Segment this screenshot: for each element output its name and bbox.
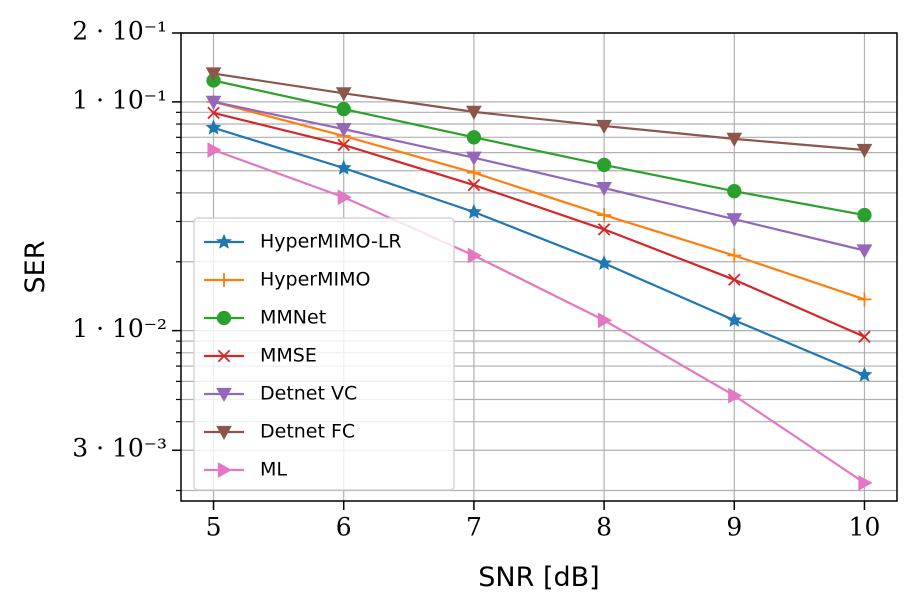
x-axis-label: SNR [dB]	[478, 562, 599, 593]
legend-marker	[217, 273, 231, 287]
legend-marker	[217, 462, 233, 478]
x-tick-label: 10	[849, 513, 881, 542]
marker	[466, 130, 482, 145]
marker	[466, 165, 481, 180]
legend-marker	[217, 349, 231, 363]
legend-marker	[216, 310, 232, 326]
marker	[728, 387, 743, 404]
marker	[597, 312, 613, 329]
series-line	[213, 126, 865, 376]
marker	[205, 119, 222, 135]
x-tick-label: 8	[596, 513, 612, 542]
marker	[337, 189, 352, 206]
x-tick-label: 5	[206, 513, 222, 542]
x-tick-label: 7	[466, 513, 482, 542]
series-line	[213, 79, 865, 217]
marker	[335, 123, 352, 138]
marker	[467, 178, 481, 192]
marker	[596, 181, 612, 197]
marker	[207, 106, 220, 120]
series-line	[213, 111, 865, 338]
marker	[467, 247, 482, 264]
series-line	[213, 148, 866, 484]
legend-marker	[216, 387, 232, 403]
marker	[596, 254, 612, 270]
marker	[856, 143, 873, 159]
legend-label: ML	[260, 459, 287, 481]
y-tick-label: 1 · 10⁻²	[72, 314, 167, 343]
marker	[858, 330, 871, 344]
legend-marker	[216, 425, 232, 441]
legend-marker	[216, 233, 232, 249]
legend-label: MMNet	[260, 307, 326, 329]
marker	[727, 248, 742, 263]
marker	[856, 244, 873, 259]
marker	[205, 67, 222, 82]
legend-box	[193, 217, 455, 491]
x-tick-label: 9	[726, 513, 742, 542]
marker	[205, 95, 222, 110]
y-tick-label: 1 · 10⁻¹	[72, 85, 167, 114]
y-axis-label: SER	[20, 241, 51, 294]
series-line	[213, 100, 865, 301]
marker	[728, 273, 741, 286]
marker	[726, 311, 743, 327]
marker	[466, 105, 482, 120]
plot-frame	[180, 32, 898, 502]
legend-label: Detnet FC	[260, 421, 355, 443]
series-line	[213, 100, 865, 252]
marker	[596, 119, 612, 134]
marker	[597, 223, 611, 236]
marker	[856, 366, 873, 382]
marker	[466, 151, 482, 166]
x-tick-label: 6	[336, 513, 352, 542]
marker	[597, 208, 612, 223]
marker	[857, 207, 872, 223]
marker	[857, 292, 872, 307]
marker	[858, 475, 873, 491]
marker	[726, 132, 743, 147]
marker	[207, 142, 222, 158]
marker	[727, 184, 742, 199]
marker	[335, 159, 352, 175]
marker	[337, 138, 350, 152]
marker	[596, 157, 612, 173]
legend-label: HyperMIMO-LR	[260, 231, 402, 253]
y-tick-label: 2 · 10⁻¹	[72, 17, 167, 46]
marker	[336, 101, 351, 117]
y-tick-label: 3 · 10⁻³	[72, 434, 167, 463]
legend-label: Detnet VC	[260, 383, 357, 405]
marker	[726, 213, 743, 228]
marker	[466, 203, 482, 219]
legend-label: HyperMIMO	[260, 269, 370, 291]
marker	[335, 87, 352, 102]
series-line	[213, 72, 865, 152]
legend-label: MMSE	[260, 345, 317, 367]
